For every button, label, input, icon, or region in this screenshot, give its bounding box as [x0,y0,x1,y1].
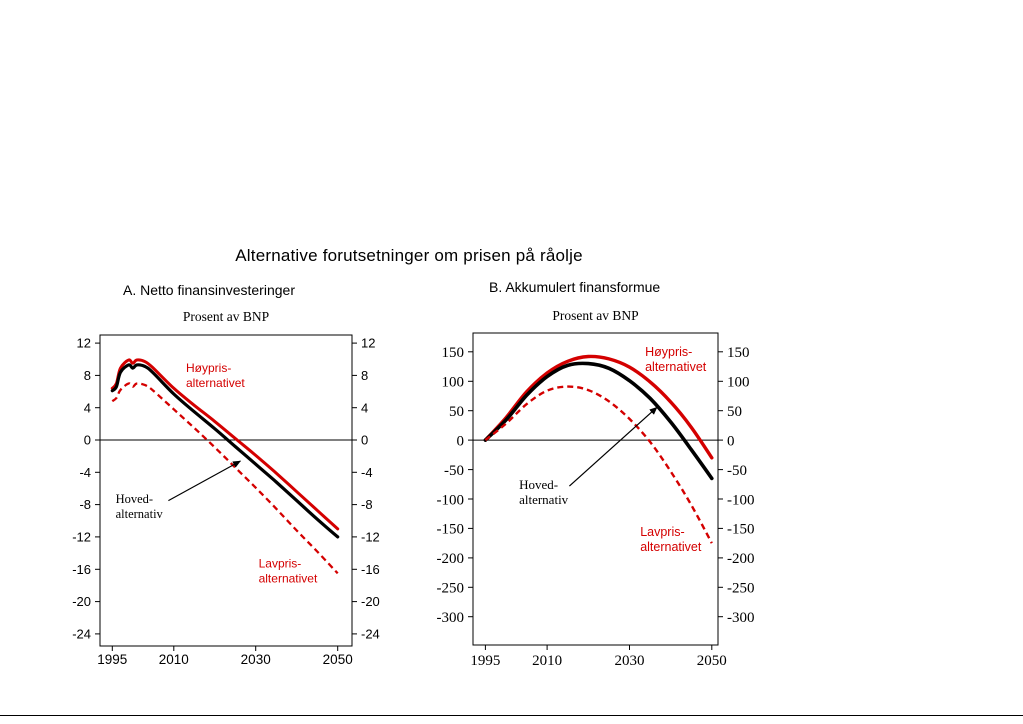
svg-text:100: 100 [727,375,750,391]
svg-text:2050: 2050 [323,652,353,667]
svg-text:100: 100 [442,375,465,391]
svg-text:-200: -200 [437,551,465,567]
bottom-rule [0,715,1023,716]
panel-b-title: B. Akkumulert finansformue [489,279,661,295]
svg-text:150: 150 [727,345,750,361]
panel-a-subtitle: Prosent av BNP [182,309,270,324]
svg-text:2030: 2030 [241,652,271,667]
svg-text:50: 50 [727,404,742,420]
svg-text:12: 12 [77,336,91,351]
svg-text:2050: 2050 [697,653,727,669]
svg-text:-200: -200 [727,551,755,567]
svg-text:12: 12 [361,336,375,351]
svg-text:0: 0 [727,433,735,449]
svg-text:2010: 2010 [159,652,189,667]
svg-text:4: 4 [84,400,91,415]
svg-text:-50: -50 [727,463,747,479]
panel-a-title: A. Netto finansinvesteringer [123,282,295,298]
svg-text:-100: -100 [437,492,465,508]
svg-text:-20: -20 [72,594,91,609]
svg-text:2030: 2030 [615,653,645,669]
svg-text:150: 150 [442,345,465,361]
panel-b-subtitle: Prosent av BNP [552,308,639,323]
svg-text:-20: -20 [361,594,380,609]
svg-text:-8: -8 [361,497,373,512]
svg-text:-250: -250 [727,581,755,597]
svg-text:-150: -150 [727,522,755,538]
svg-text:Hoved-alternativ: Hoved-alternativ [519,477,569,507]
svg-text:-24: -24 [361,626,380,641]
svg-text:0: 0 [457,433,465,449]
svg-text:-50: -50 [444,463,464,479]
svg-text:0: 0 [84,433,91,448]
svg-text:50: 50 [449,404,464,420]
svg-text:0: 0 [361,433,368,448]
svg-text:1995: 1995 [97,652,127,667]
svg-text:-24: -24 [72,626,91,641]
svg-text:2010: 2010 [532,653,562,669]
svg-text:-100: -100 [727,492,755,508]
svg-text:-250: -250 [437,581,465,597]
svg-text:-4: -4 [361,465,373,480]
svg-text:-300: -300 [727,610,755,626]
svg-text:-16: -16 [72,562,91,577]
svg-text:-300: -300 [437,610,465,626]
figure-title: Alternative forutsetninger om prisen på … [235,246,583,265]
svg-text:-12: -12 [361,529,380,544]
svg-text:-150: -150 [437,522,465,538]
svg-text:Høypris-alternativet: Høypris-alternativet [186,361,245,390]
svg-text:-16: -16 [361,562,380,577]
chart-b-canvas: 150 150 100 100 50 50 0 0 -50 -50 -100 -100 -150 -150… [437,332,755,669]
svg-text:-8: -8 [79,497,91,512]
svg-text:4: 4 [361,400,368,415]
svg-text:Lavpris-alternativet: Lavpris-alternativet [259,557,318,586]
svg-text:Høypris-alternativet: Høypris-alternativet [645,345,707,374]
chart-a-canvas: 12 12 8 8 4 4 0 0 -4 -4 -8 -8 -12 -12 -16 -16 -20 -20 -24 -… [72,334,380,667]
svg-text:Hoved-alternativ: Hoved-alternativ [116,492,164,521]
svg-text:-12: -12 [72,529,91,544]
svg-text:-4: -4 [79,465,91,480]
svg-text:Lavpris-alternativet: Lavpris-alternativet [640,525,702,554]
svg-text:8: 8 [361,368,368,383]
svg-text:1995: 1995 [470,653,500,669]
svg-text:8: 8 [84,368,91,383]
